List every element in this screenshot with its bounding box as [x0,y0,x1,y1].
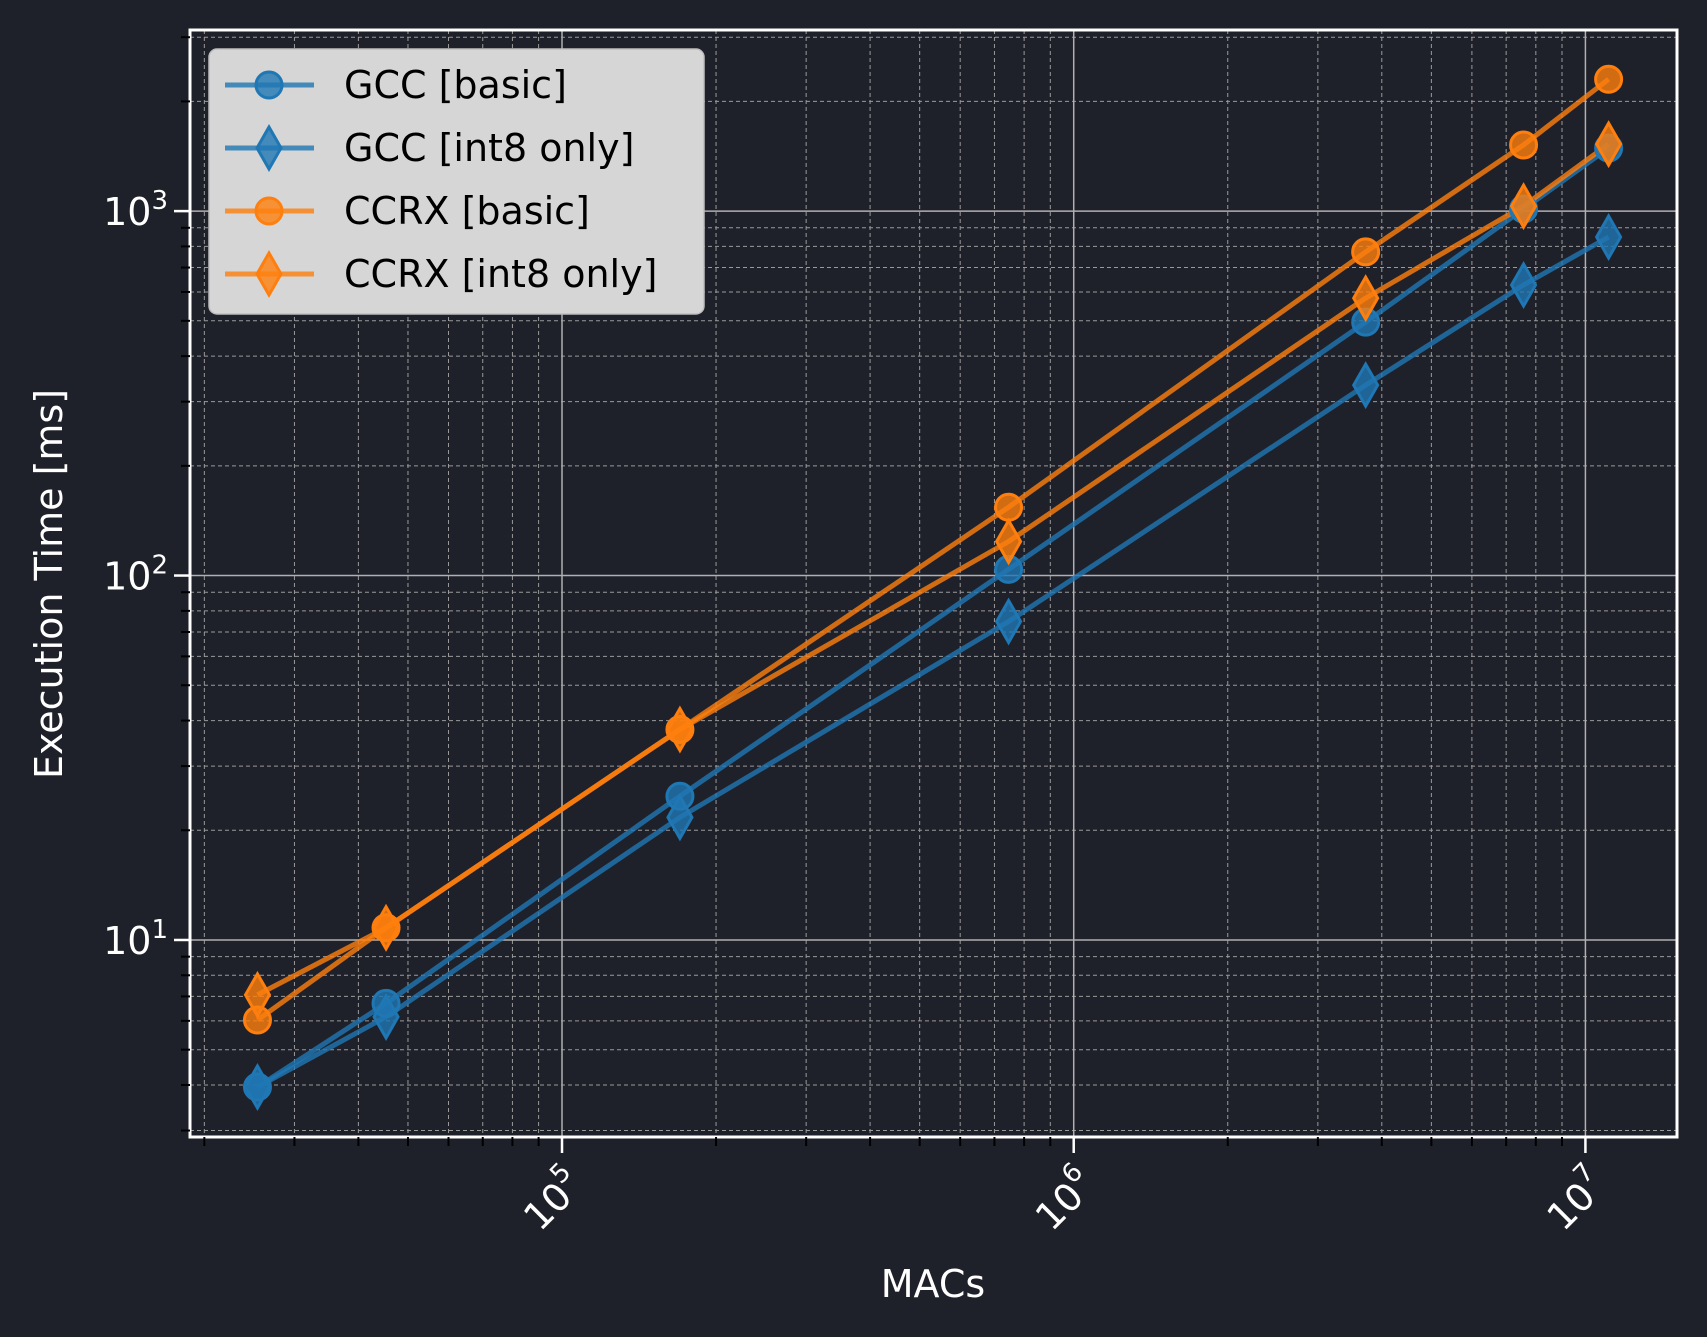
data-point-diamond[interactable] [666,793,694,842]
legend-entry-gcc-basic[interactable]: GCC [basic] [225,63,567,107]
data-point-circle[interactable] [994,492,1024,522]
y-tick-labels: 101 102 103 [103,186,168,963]
minor-gridlines [190,30,1677,1137]
x-tick-label: 105 [510,1157,592,1239]
data-point-diamond[interactable] [372,903,400,952]
x-tick-label: 107 [1533,1157,1615,1239]
legend-entry-ccrx-basic[interactable]: CCRX [basic] [225,189,590,233]
data-point-diamond[interactable] [1351,361,1380,410]
data-point-diamond[interactable] [1594,212,1623,262]
data-point-circle[interactable] [1594,64,1624,94]
data-point-diamond[interactable] [994,597,1023,646]
data-point-circle[interactable] [1509,130,1539,160]
axes-frame [188,28,1679,1139]
series-markers [242,64,1624,1112]
circle-marker-icon [254,70,284,100]
diamond-marker-icon [255,123,283,173]
legend-entry-ccrx-int8[interactable]: CCRX [int8 only] [225,249,657,299]
x-axis-label: MACs [881,1262,985,1306]
data-point-diamond[interactable] [1509,182,1538,231]
circle-marker-icon [254,196,284,226]
series-line [256,234,1610,1090]
data-point-circle[interactable] [1351,237,1381,267]
axis-ticks [174,36,1587,1153]
y-axis-label: Execution Time [ms] [27,389,71,779]
x-tick-labels: 105 106 107 [510,1157,1615,1239]
data-point-diamond[interactable] [1594,120,1623,169]
legend: GCC [basic] GCC [int8 only] CCRX [basic]… [208,48,705,315]
legend-entry-gcc-int8[interactable]: GCC [int8 only] [225,123,634,173]
legend-box [208,48,705,315]
data-point-diamond[interactable] [1351,274,1380,323]
diamond-marker-icon [255,249,283,299]
y-tick-label: 103 [103,186,168,234]
y-tick-label: 101 [103,915,168,963]
y-tick-label: 102 [103,551,168,599]
legend-label: CCRX [int8 only] [344,252,657,296]
data-point-diamond[interactable] [994,517,1023,566]
legend-label: GCC [int8 only] [344,126,634,170]
data-point-diamond[interactable] [243,1062,272,1112]
data-point-diamond[interactable] [666,705,694,754]
data-point-diamond[interactable] [1509,260,1538,310]
data-point-diamond[interactable] [372,992,400,1041]
x-tick-label: 106 [1022,1157,1104,1239]
legend-label: GCC [basic] [344,63,567,107]
legend-label: CCRX [basic] [344,189,590,233]
data-point-diamond[interactable] [243,970,272,1019]
